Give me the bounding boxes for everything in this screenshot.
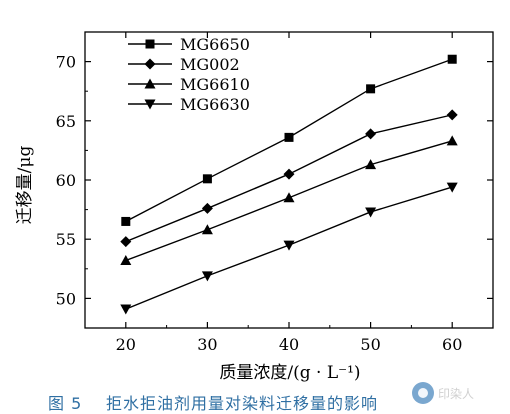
x-tick-label: 30 <box>197 335 217 354</box>
data-point <box>284 132 294 142</box>
data-point <box>201 224 213 235</box>
data-point <box>365 207 377 218</box>
data-point <box>121 216 131 226</box>
data-point <box>446 135 458 146</box>
data-point <box>201 202 213 214</box>
data-point <box>365 128 377 140</box>
data-point <box>202 174 212 184</box>
plot-frame <box>84 31 494 329</box>
figure-number: 图 5 <box>48 394 83 413</box>
legend-label: MG002 <box>180 55 240 74</box>
legend-entry: MG6630 <box>128 95 250 114</box>
legend-label: MG6650 <box>180 35 250 54</box>
y-tick-label: 50 <box>56 289 76 308</box>
data-point <box>120 236 132 248</box>
x-tick-label: 20 <box>116 335 136 354</box>
y-tick-label: 55 <box>56 230 76 249</box>
figure-caption-text: 拒水拒油剂用量对染料迁移量的影响 <box>106 394 379 413</box>
series-mg002 <box>120 109 458 248</box>
x-tick-label: 50 <box>360 335 380 354</box>
data-point <box>446 109 458 121</box>
data-point <box>120 304 132 315</box>
data-point <box>283 240 295 251</box>
data-point <box>366 84 376 94</box>
watermark-text: 印染人 <box>438 386 475 401</box>
y-tick-label: 60 <box>56 171 76 190</box>
data-point <box>120 255 132 266</box>
plot-border <box>84 31 494 329</box>
axis-ticks: 20 30 40 50 60 50 55 60 65 70 <box>56 32 493 354</box>
legend-entry: MG6610 <box>128 75 250 94</box>
legend-label: MG6630 <box>180 95 250 114</box>
data-point <box>446 182 458 193</box>
y-axis-label: 迁移量/μg <box>15 146 35 225</box>
series-mg6630 <box>120 182 458 315</box>
x-tick-label: 40 <box>279 335 299 354</box>
x-axis-label: 质量浓度/(g · L⁻¹) <box>219 363 360 383</box>
wechat-logo-icon <box>412 382 434 404</box>
series-layer <box>120 54 458 315</box>
data-point <box>201 271 213 282</box>
legend-marker <box>144 99 156 110</box>
legend-marker <box>144 78 156 89</box>
series-mg6650 <box>121 54 457 226</box>
y-tick-label: 70 <box>56 53 76 72</box>
data-point <box>283 192 295 203</box>
data-point <box>447 54 457 64</box>
legend-marker <box>144 58 156 70</box>
figure-caption: 图 5 拒水拒油剂用量对染料迁移量的影响 <box>0 388 510 413</box>
data-point <box>283 168 295 180</box>
legend-entry: MG6650 <box>128 35 250 54</box>
watermark: 印染人 <box>412 378 508 408</box>
line-chart: 20 30 40 50 60 50 55 60 65 70 MG6650MG002MG6610MG… <box>15 31 494 383</box>
legend-label: MG6610 <box>180 75 250 94</box>
y-tick-label: 65 <box>56 112 76 131</box>
data-point <box>365 159 377 170</box>
x-tick-label: 60 <box>442 335 462 354</box>
legend-marker <box>145 39 155 49</box>
series-mg6610 <box>120 135 458 266</box>
legend-entry: MG002 <box>128 55 240 74</box>
